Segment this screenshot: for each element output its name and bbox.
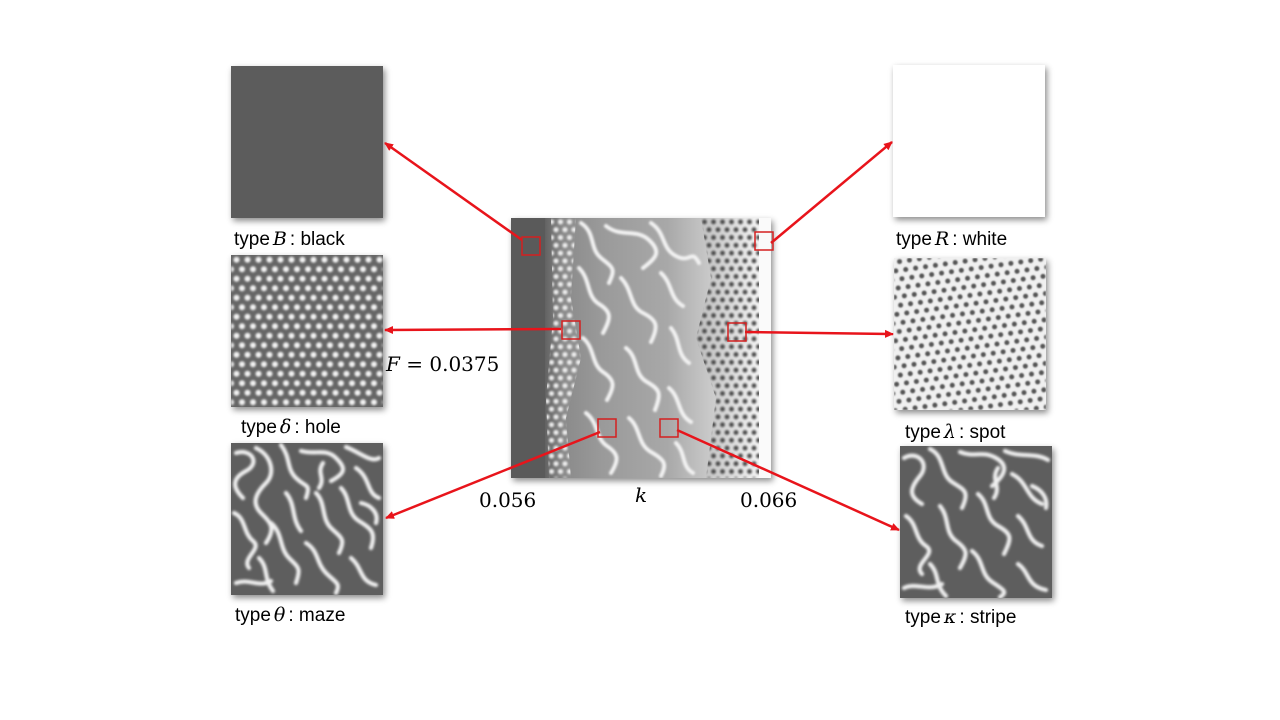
k-max-label: 0.066 [740, 488, 798, 512]
black-type-label: : black [289, 229, 345, 250]
maze-type-symbol: θ [273, 604, 286, 626]
white-caption: type R: white [896, 228, 1007, 251]
maze-type-label: : maze [288, 605, 346, 626]
hole-pattern-tile [231, 255, 383, 407]
parameter-sweep-pattern [511, 218, 771, 478]
stripe-type-word: type [905, 607, 941, 628]
stripe-type-label: : stripe [959, 607, 1017, 628]
stripe-pattern-image [900, 446, 1052, 598]
k-axis-label: k [635, 483, 647, 507]
spot-pattern-image [894, 258, 1046, 410]
arrow-to-black [384, 141, 523, 242]
white-pattern-tile [893, 65, 1045, 217]
spot-type-symbol: λ [943, 421, 956, 443]
spot-type-label: : spot [958, 422, 1006, 443]
f-parameter-label: F = 0.0375 [386, 352, 499, 376]
maze-pattern-tile [231, 443, 383, 595]
arrow-to-white [770, 141, 893, 244]
f-variable: F [386, 352, 400, 376]
spot-type-word: type [905, 422, 941, 443]
hole-type-label: : hole [294, 417, 341, 438]
k-min-label: 0.056 [479, 488, 537, 512]
k-variable: k [635, 483, 648, 507]
f-value: = 0.0375 [399, 352, 500, 376]
hole-type-word: type [241, 417, 277, 438]
maze-pattern-image [231, 443, 383, 595]
white-type-label: : white [952, 229, 1008, 250]
stripe-type-symbol: κ [943, 606, 957, 628]
hole-type-symbol: δ [279, 416, 292, 438]
stripe-pattern-tile [900, 446, 1052, 598]
stripe-caption: type κ: stripe [905, 606, 1016, 629]
black-caption: type B: black [234, 228, 345, 251]
spot-pattern-tile [894, 258, 1046, 410]
black-type-symbol: B [272, 228, 287, 250]
maze-type-word: type [235, 605, 271, 626]
white-type-word: type [896, 229, 932, 250]
black-type-word: type [234, 229, 270, 250]
spot-caption: type λ: spot [905, 421, 1005, 444]
hole-pattern-image [231, 255, 383, 407]
maze-caption: type θ: maze [235, 604, 345, 627]
hole-caption: type δ: hole [241, 416, 341, 439]
parameter-sweep-image [511, 218, 771, 478]
black-pattern-tile [231, 66, 383, 218]
white-type-symbol: R [934, 228, 950, 250]
